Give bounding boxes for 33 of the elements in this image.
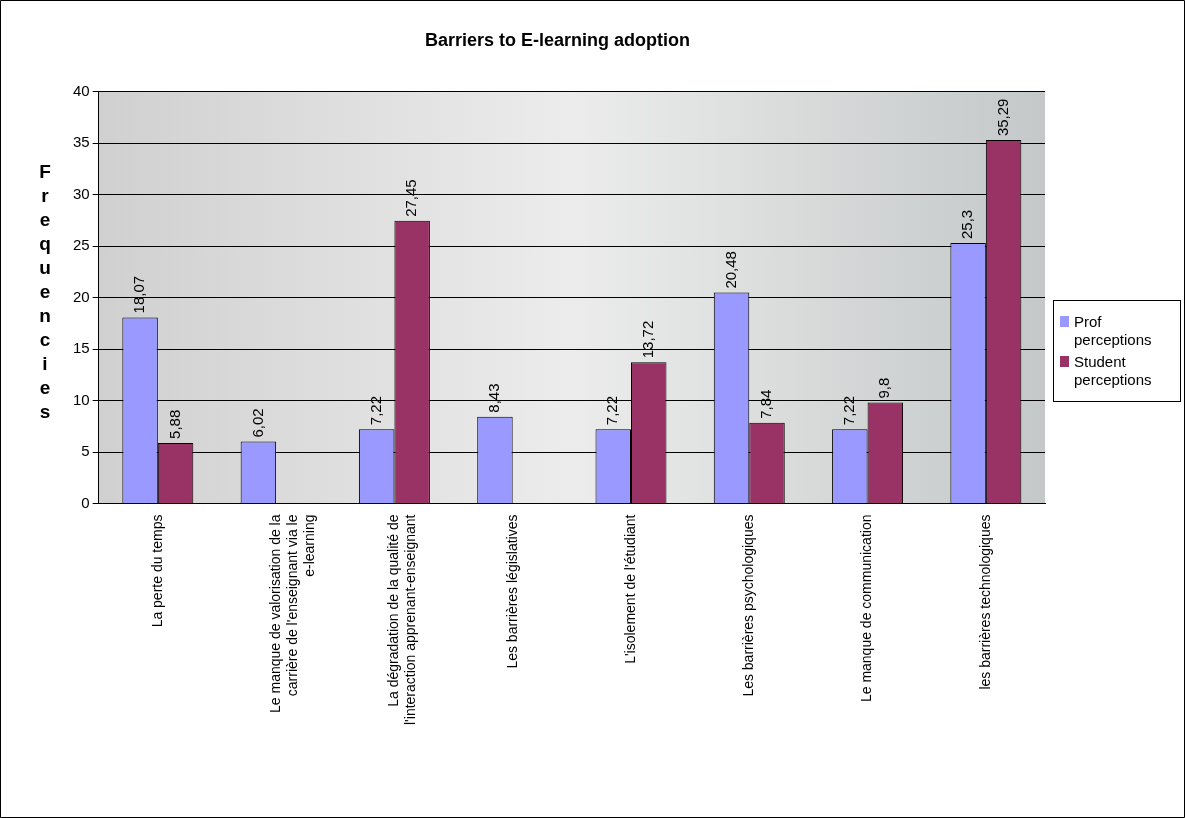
data-label: 13,72 <box>638 320 656 359</box>
x-tick-label: Les barrières législatives <box>503 514 520 669</box>
x-tick-label: Le manque de communication <box>858 514 875 703</box>
legend-label: Student perceptions <box>1074 353 1153 389</box>
y-tick-label: 40 <box>73 81 90 99</box>
chart-title: Barriers to E-learning adoption <box>424 29 691 50</box>
data-label: 7,22 <box>603 395 621 426</box>
y-tick-label: 20 <box>73 287 90 305</box>
data-label: 7,22 <box>839 395 857 426</box>
data-label: 9,8 <box>875 377 893 399</box>
x-tick-label: Les barrières psychologiques <box>740 514 757 697</box>
data-label: 5,88 <box>165 409 183 439</box>
y-tick-label: 0 <box>81 493 90 511</box>
y-tick-label: 15 <box>73 339 90 357</box>
text: Frequencies <box>39 161 51 422</box>
data-label: 7,22 <box>366 395 384 426</box>
y-tick-label: 35 <box>73 133 90 151</box>
x-tick-label: les barrières technologiques <box>976 514 993 690</box>
y-tick-label: 25 <box>73 236 90 254</box>
y-tick-label: 30 <box>73 184 90 202</box>
legend-label: Prof perceptions <box>1074 313 1153 349</box>
data-label: 27,45 <box>402 179 420 217</box>
x-tick-label: Le manque de valorisation de la carrière de l'enseignant via le e-learning <box>266 514 317 713</box>
y-tick-label: 5 <box>81 442 90 460</box>
data-label: 6,02 <box>248 408 266 438</box>
data-label: 25,3 <box>958 209 976 239</box>
data-label: 18,07 <box>130 275 148 314</box>
data-label: 20,48 <box>721 251 739 289</box>
data-label: 8,43 <box>485 383 503 413</box>
x-tick-label: L'isolement de l'étudiant <box>621 514 638 664</box>
y-tick-label: 10 <box>73 390 90 408</box>
x-tick-label: La perte du temps <box>148 514 165 628</box>
data-label: 35,29 <box>993 98 1011 137</box>
